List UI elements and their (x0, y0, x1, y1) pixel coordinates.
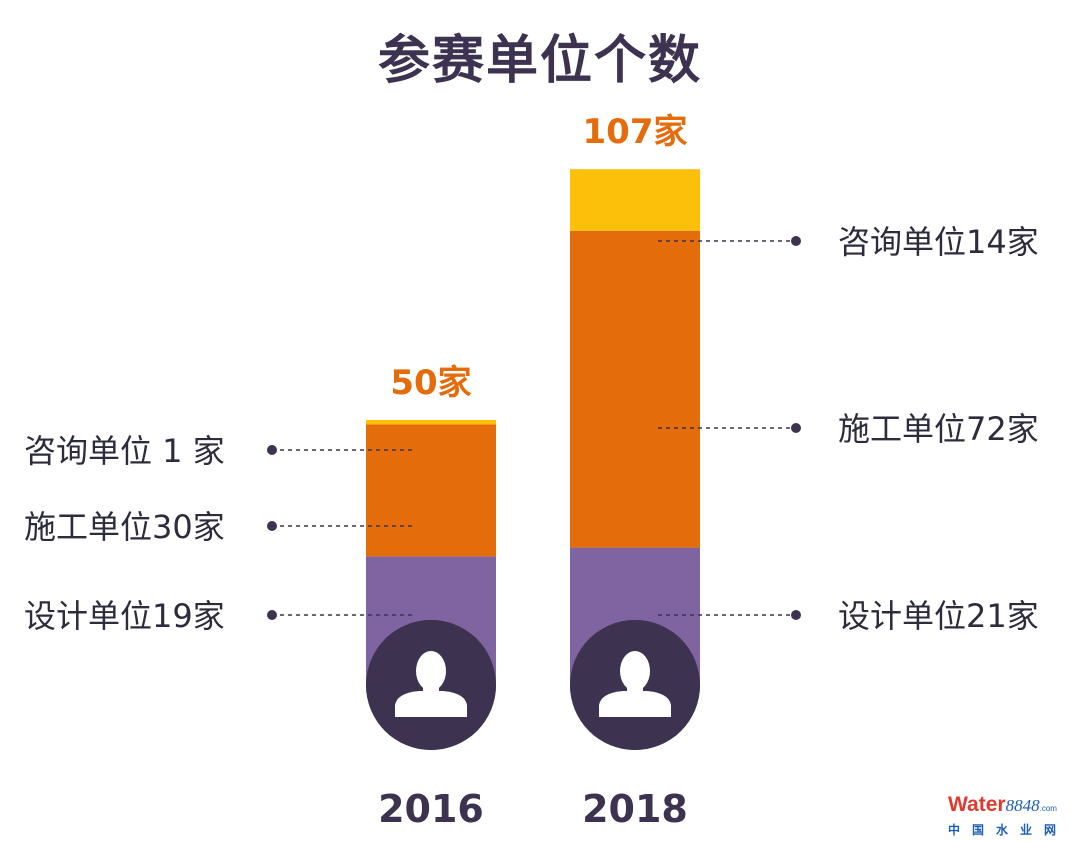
segment-label-consult-2018: 咨询单位14家 (838, 223, 1039, 261)
segment-label-construct-2016: 施工单位30家 (24, 508, 225, 546)
leader-dot-construct-2018 (791, 423, 801, 433)
segment-label-design-2018: 设计单位21家 (838, 597, 1039, 635)
bar-consult-2016 (366, 420, 496, 425)
bar-consult-2018 (570, 169, 700, 231)
leader-dot-design-2018 (791, 610, 801, 620)
leader-dot-consult-2018 (791, 236, 801, 246)
leader-dot-construct-2016 (267, 521, 277, 531)
leader-dot-design-2016 (267, 610, 277, 620)
watermark-brand-number: 8848 (1005, 796, 1040, 815)
watermark-brand-domain: .com (1039, 804, 1057, 813)
bar-construct-2016 (366, 424, 496, 557)
watermark-brand: Water8848.com (948, 794, 1070, 820)
watermark-logo: Water8848.com 中国水业网 (948, 794, 1070, 838)
segment-label-design-2016: 设计单位19家 (24, 597, 225, 635)
segment-label-consult-2016: 咨询单位 1 家 (24, 432, 225, 470)
total-label-2016: 50家 (390, 363, 471, 403)
person-silhouette-icon (599, 651, 671, 717)
person-silhouette-icon (395, 651, 467, 717)
leader-dot-consult-2016 (267, 445, 277, 455)
year-label-2018: 2018 (582, 787, 688, 831)
total-label-2018: 107家 (583, 112, 688, 152)
watermark-brand-prefix: Wa (948, 793, 979, 816)
bar-construct-2018 (570, 230, 700, 548)
year-label-2016: 2016 (378, 787, 484, 831)
watermark-subtitle: 中国水业网 (948, 823, 1069, 837)
watermark-brand-suffix: ter (978, 793, 1006, 816)
page-title: 参赛单位个数 (377, 31, 702, 91)
segment-label-construct-2018: 施工单位72家 (838, 410, 1039, 448)
